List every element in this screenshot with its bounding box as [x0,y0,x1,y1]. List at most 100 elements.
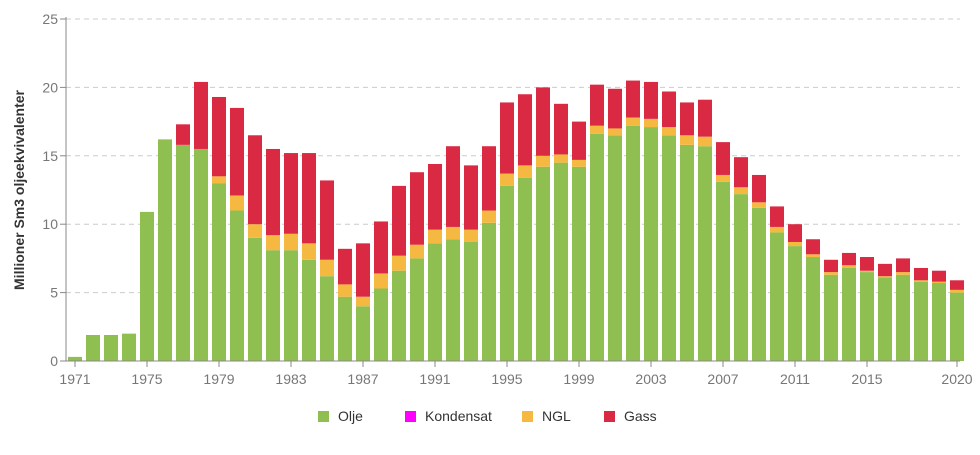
bar-ngl-1995[interactable] [500,173,514,186]
bar-olje-2018[interactable] [914,281,928,361]
bar-olje-1988[interactable] [374,288,388,361]
legend-item-kondensat[interactable]: Kondensat [405,408,492,424]
bar-ngl-1982[interactable] [266,235,280,251]
bar-ngl-2004[interactable] [662,127,676,136]
bar-olje-1976[interactable] [158,139,172,361]
bar-olje-1995[interactable] [500,185,514,361]
bar-olje-2019[interactable] [932,283,946,361]
bar-gass-2012[interactable] [806,239,820,255]
bar-ngl-2013[interactable] [824,272,838,275]
bar-olje-1994[interactable] [482,222,496,361]
bar-olje-1992[interactable] [446,239,460,361]
bar-olje-2000[interactable] [590,133,604,361]
bar-gass-1993[interactable] [464,165,478,230]
bar-gass-2002[interactable] [626,80,640,118]
bar-gass-2018[interactable] [914,267,928,281]
bar-olje-2017[interactable] [896,274,910,361]
bar-ngl-2012[interactable] [806,254,820,258]
bar-olje-1974[interactable] [122,333,136,361]
bar-ngl-1983[interactable] [284,233,298,251]
bar-gass-2009[interactable] [752,174,766,203]
bar-gass-1995[interactable] [500,102,514,174]
bar-ngl-1991[interactable] [428,229,442,244]
bar-ngl-2018[interactable] [914,280,928,282]
bar-gass-2000[interactable] [590,84,604,126]
bar-gass-1984[interactable] [302,153,316,244]
bar-ngl-1984[interactable] [302,243,316,260]
bar-ngl-2006[interactable] [698,136,712,147]
bar-olje-1978[interactable] [194,148,208,361]
bar-gass-2010[interactable] [770,206,784,227]
bar-ngl-2019[interactable] [932,281,946,284]
bar-olje-1973[interactable] [104,335,118,361]
bar-ngl-1996[interactable] [518,165,532,178]
bar-ngl-1985[interactable] [320,259,334,277]
bar-olje-2010[interactable] [770,232,784,361]
bar-olje-2007[interactable] [716,181,730,361]
bar-gass-1980[interactable] [230,107,244,196]
bar-gass-1988[interactable] [374,221,388,274]
bar-gass-1979[interactable] [212,96,226,177]
bar-olje-1975[interactable] [140,211,154,361]
bar-ngl-2005[interactable] [680,135,694,145]
bar-gass-2016[interactable] [878,263,892,277]
bar-ngl-1990[interactable] [410,244,424,259]
bar-olje-1979[interactable] [212,183,226,361]
bar-olje-2005[interactable] [680,144,694,361]
bar-ngl-1986[interactable] [338,284,352,297]
bar-gass-2020[interactable] [950,280,964,290]
bar-ngl-1980[interactable] [230,195,244,211]
bar-olje-2015[interactable] [860,272,874,361]
legend-item-gass[interactable]: Gass [604,408,657,424]
bar-olje-2002[interactable] [626,125,640,361]
bar-gass-2007[interactable] [716,142,730,175]
bar-gass-2006[interactable] [698,99,712,137]
bar-gass-2008[interactable] [734,157,748,188]
bar-olje-1986[interactable] [338,296,352,361]
bar-ngl-2003[interactable] [644,118,658,128]
bar-ngl-1992[interactable] [446,226,460,240]
bar-olje-1990[interactable] [410,258,424,361]
bar-ngl-2009[interactable] [752,202,766,208]
bar-olje-1971[interactable] [68,356,82,361]
bar-olje-1989[interactable] [392,270,406,361]
bar-ngl-1998[interactable] [554,154,568,163]
bar-olje-2009[interactable] [752,207,766,361]
bar-olje-2001[interactable] [608,135,622,361]
bar-olje-1985[interactable] [320,276,334,361]
bar-ngl-1987[interactable] [356,296,370,307]
bar-gass-1987[interactable] [356,243,370,297]
bar-ngl-1989[interactable] [392,255,406,271]
legend-item-olje[interactable]: Olje [318,408,363,424]
bar-gass-1994[interactable] [482,146,496,211]
bar-ngl-2015[interactable] [860,270,874,273]
bar-olje-2012[interactable] [806,257,820,361]
bar-ngl-1981[interactable] [248,224,262,238]
bar-olje-1999[interactable] [572,166,586,361]
bar-gass-2005[interactable] [680,102,694,136]
bar-olje-1972[interactable] [86,335,100,361]
bar-olje-1982[interactable] [266,250,280,361]
bar-gass-2014[interactable] [842,252,856,266]
bar-gass-1990[interactable] [410,172,424,245]
bar-ngl-2001[interactable] [608,128,622,136]
bar-ngl-1994[interactable] [482,210,496,223]
bar-gass-1981[interactable] [248,135,262,225]
bar-gass-2015[interactable] [860,257,874,271]
bar-ngl-1999[interactable] [572,159,586,167]
bar-ngl-2016[interactable] [878,276,892,278]
bar-gass-1989[interactable] [392,185,406,256]
bar-gass-2019[interactable] [932,270,946,282]
bar-olje-1997[interactable] [536,166,550,361]
bar-ngl-2008[interactable] [734,187,748,195]
bar-olje-1983[interactable] [284,250,298,361]
bar-gass-2001[interactable] [608,88,622,129]
bar-ngl-2020[interactable] [950,289,964,293]
bar-olje-2006[interactable] [698,146,712,361]
bar-ngl-2011[interactable] [788,241,802,247]
bar-ngl-2017[interactable] [896,272,910,275]
bar-gass-1996[interactable] [518,94,532,166]
bar-olje-1980[interactable] [230,210,244,361]
bar-gass-2003[interactable] [644,81,658,119]
bar-gass-1999[interactable] [572,121,586,160]
